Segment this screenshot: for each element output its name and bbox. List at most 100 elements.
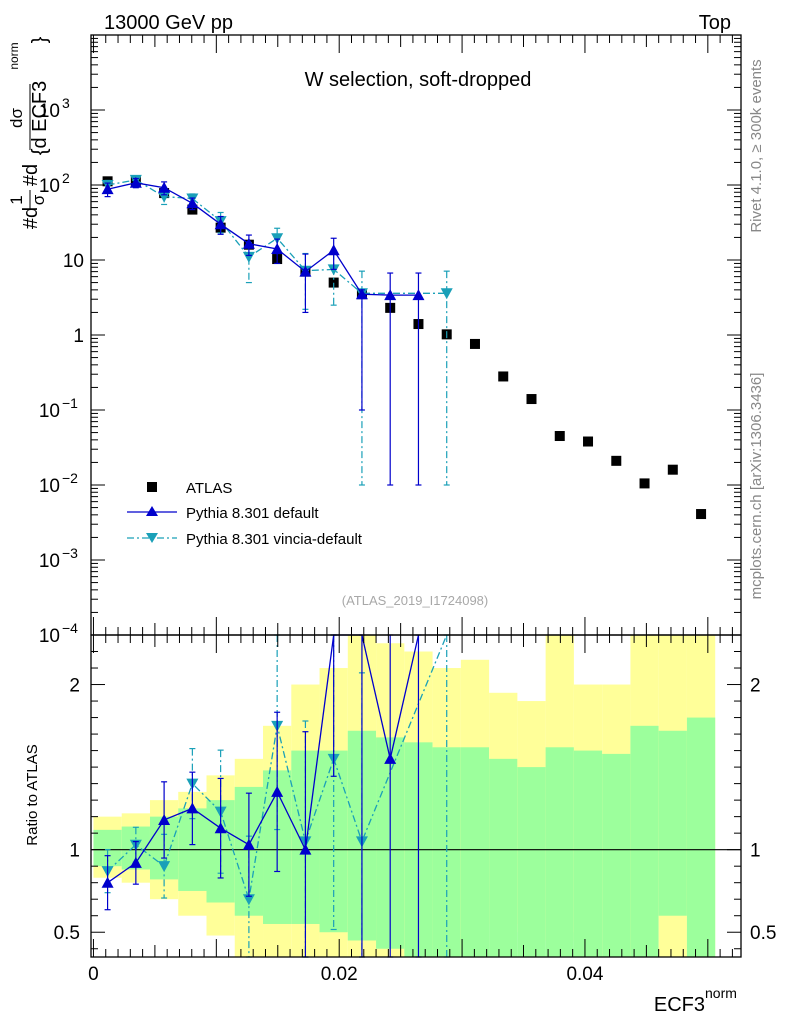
- band-green-19: [630, 725, 659, 957]
- svg-text:σ: σ: [29, 194, 48, 205]
- default-marker-6: [271, 243, 284, 255]
- atlas-point-19: [639, 478, 650, 489]
- ratio-default-line: [107, 634, 420, 884]
- header-left: 13000 GeV pp: [104, 12, 233, 34]
- ratio-default-marker-2: [158, 813, 171, 825]
- x-axis-label-superscript: norm: [705, 985, 737, 1001]
- atlas-point-13: [469, 338, 480, 349]
- ytick-label-1: 10: [63, 251, 84, 272]
- atlas-point-21: [696, 509, 707, 520]
- svg-text:#d: #d: [20, 164, 42, 186]
- ratio-frame: [90, 634, 742, 958]
- svg-text:norm: norm: [7, 42, 21, 69]
- ratio-default-marker-1: [129, 856, 142, 868]
- atlas-point-20: [667, 464, 678, 475]
- ytick-label-3: 10: [39, 101, 60, 122]
- legend-label-atlas: ATLAS: [186, 480, 232, 497]
- ytick-label-exp--4: −4: [62, 620, 78, 636]
- vincia-marker-10: [440, 288, 453, 300]
- ratio-uncertainty-bands: [93, 635, 716, 957]
- ytick-label--1: 10: [39, 401, 60, 422]
- legend-item-pythia-default: Pythia 8.301 default: [127, 505, 319, 522]
- default-marker-4: [214, 218, 227, 230]
- default-marker-0: [101, 183, 114, 195]
- ratio-y-axis-label: Ratio to ATLAS: [24, 744, 41, 845]
- ytick-label-exp-3: 3: [62, 95, 70, 111]
- vincia-marker-5: [242, 251, 255, 263]
- default-marker-3: [186, 197, 199, 209]
- xtick-label-2: 0.04: [566, 964, 603, 985]
- svg-text:{d ECF3: {d ECF3: [29, 81, 51, 155]
- ratio-vincia-marker-5: [242, 894, 255, 906]
- ratio-default-marker-0: [101, 876, 114, 888]
- ratio-default-marker-10: [384, 752, 397, 764]
- ytick-label-exp--1: −1: [62, 395, 78, 411]
- ratio-default-marker-5: [242, 838, 255, 850]
- ratio-ytick-label-left-1: 1: [69, 841, 80, 862]
- ytick-label-exp--3: −3: [62, 545, 78, 561]
- mcplots-label: mcplots.cern.ch [arXiv:1306.3436]: [748, 373, 765, 600]
- ytick-label-2: 10: [39, 176, 60, 197]
- ratio-ytick-label-left-2: 2: [69, 676, 80, 697]
- atlas-point-16: [554, 431, 565, 442]
- band-green-21: [686, 717, 716, 957]
- atlas-point-15: [526, 394, 537, 405]
- svg-text:#d: #d: [20, 207, 42, 229]
- ytick-label-0: 1: [73, 326, 84, 347]
- svg-text:dσ: dσ: [7, 108, 26, 128]
- ratio-default-marker-3: [186, 802, 199, 814]
- xtick-label-1: 0.02: [321, 964, 358, 985]
- default-marker-8: [327, 244, 340, 256]
- band-green-13: [460, 747, 490, 957]
- rivet-label: Rivet 4.1.0, ≥ 300k events: [748, 59, 765, 232]
- legend-item-pythia-vincia: Pythia 8.301 vincia-default: [127, 531, 363, 548]
- legend-label-pythia-default: Pythia 8.301 default: [186, 505, 319, 522]
- ratio-vincia-marker-2: [158, 861, 171, 873]
- ratio-default-marker-7: [299, 843, 312, 855]
- default-marker-7: [299, 265, 312, 277]
- ratio-default-marker-6: [271, 785, 284, 797]
- atlas-point-17: [583, 436, 594, 447]
- band-green-15: [517, 767, 546, 957]
- band-green-17: [573, 750, 603, 957]
- svg-text:1: 1: [7, 195, 26, 204]
- chart-title: W selection, soft-dropped: [305, 69, 532, 91]
- atlas-point-14: [498, 371, 509, 382]
- default-marker-5: [242, 237, 255, 249]
- svg-text:}: }: [29, 36, 51, 43]
- xtick-label-0: 0: [88, 964, 99, 985]
- ytick-label--4: 10: [39, 626, 60, 647]
- ytick-label--3: 10: [39, 551, 60, 572]
- legend-label-pythia-vincia: Pythia 8.301 vincia-default: [186, 531, 363, 548]
- analysis-watermark: (ATLAS_2019_I1724098): [342, 593, 488, 608]
- ratio-ytick-label-right-2: 2: [750, 676, 761, 697]
- x-axis-label: ECF3: [654, 994, 705, 1016]
- header-right: Top: [699, 12, 731, 34]
- ratio-ytick-label-right-1: 1: [750, 841, 761, 862]
- band-green-18: [602, 753, 631, 957]
- default-marker-1: [129, 176, 142, 188]
- default-marker-2: [158, 181, 171, 193]
- default-marker-9: [355, 288, 368, 300]
- ratio-default-marker-4: [214, 822, 227, 834]
- default-line: [107, 182, 419, 296]
- legend-item-atlas: ATLAS: [147, 480, 232, 497]
- ratio-ytick-label-left-0: 0.5: [54, 923, 80, 944]
- atlas-point-8: [328, 277, 339, 288]
- ytick-label--2: 10: [39, 476, 60, 497]
- ratio-ytick-label-right-0: 0.5: [750, 923, 776, 944]
- legend: ATLAS Pythia 8.301 default Pythia 8.301 …: [127, 480, 363, 548]
- default-marker-11: [412, 289, 425, 301]
- band-green-20: [658, 730, 687, 916]
- ytick-label-exp-2: 2: [62, 170, 70, 186]
- main-plot-series: [101, 174, 707, 520]
- ratio-plot-series: [91, 634, 741, 958]
- ratio-vincia-line: [107, 634, 448, 900]
- atlas-point-18: [611, 455, 622, 466]
- band-green-16: [545, 747, 574, 957]
- default-marker-10: [384, 289, 397, 301]
- ytick-label-exp--2: −2: [62, 470, 78, 486]
- main-y-axis-label: #d 1 σ #d dσ {d ECF3 norm }: [7, 36, 51, 229]
